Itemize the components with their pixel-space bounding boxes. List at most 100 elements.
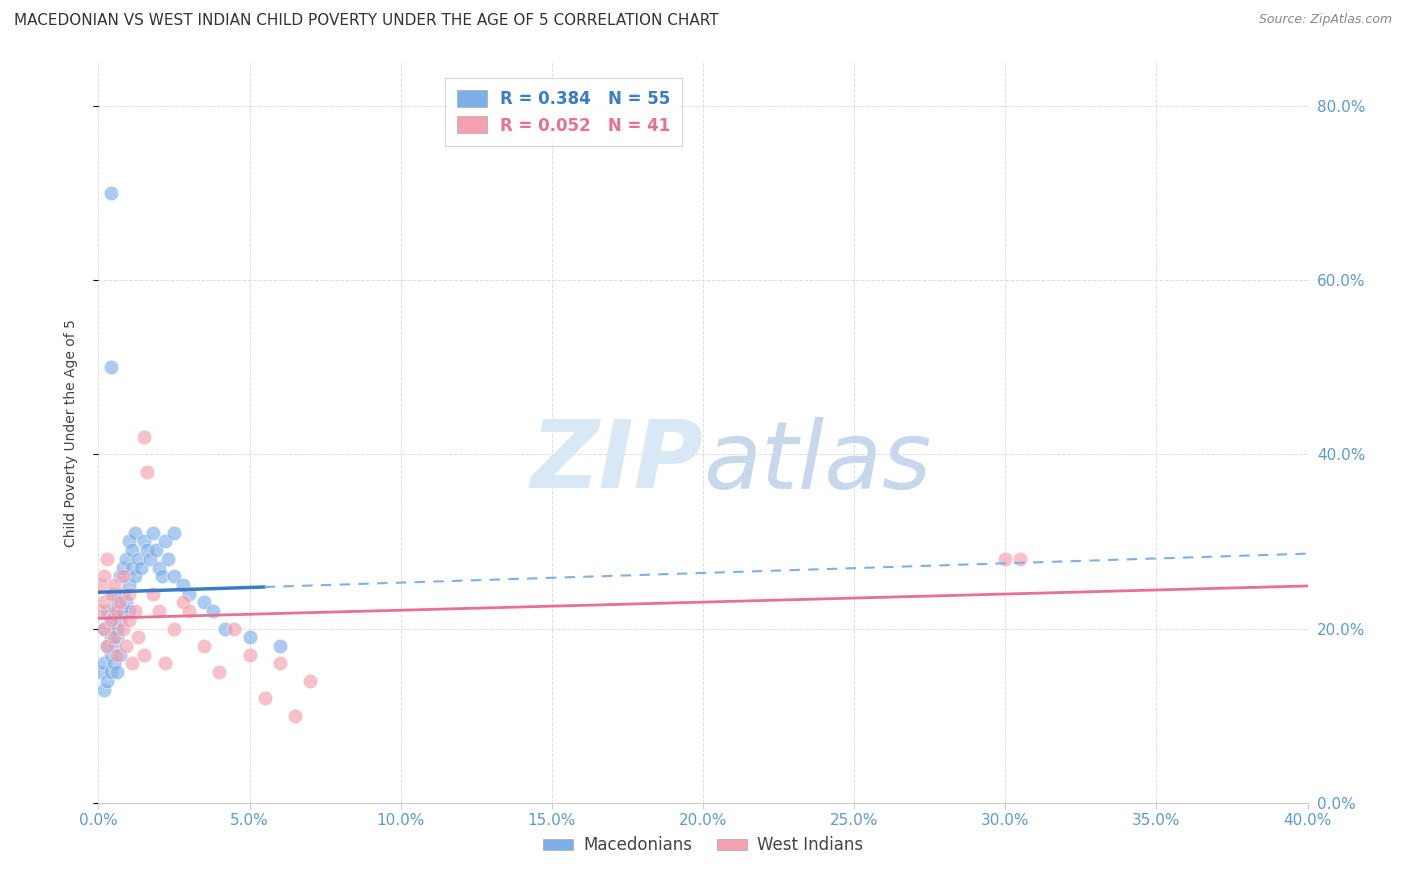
Text: atlas: atlas (703, 417, 931, 508)
Point (135, 465, 157, 479)
Text: Source: ZipAtlas.com: Source: ZipAtlas.com (1258, 13, 1392, 27)
Point (239, 630, 262, 644)
Point (90, 578, 112, 592)
Point (153, 534, 176, 549)
Point (163, 525, 186, 540)
Point (103, 622, 125, 636)
Point (135, 543, 157, 558)
Point (202, 604, 225, 618)
Point (132, 534, 155, 549)
Point (118, 578, 141, 592)
Point (172, 578, 194, 592)
Point (129, 560, 152, 574)
Legend: Macedonians, West Indians: Macedonians, West Indians (536, 830, 870, 861)
Point (100, 630, 122, 644)
Point (150, 569, 173, 583)
Point (139, 552, 162, 566)
Point (193, 639, 215, 653)
Point (121, 560, 143, 574)
Point (100, 613, 122, 627)
Point (148, 604, 170, 618)
Point (93, 682, 115, 697)
Point (124, 525, 146, 540)
Point (111, 587, 134, 601)
Point (103, 657, 125, 671)
Point (156, 552, 179, 566)
Text: ZIP: ZIP (530, 417, 703, 508)
Point (103, 578, 125, 592)
Point (208, 665, 231, 680)
Point (105, 604, 128, 618)
Point (214, 622, 236, 636)
Point (142, 525, 165, 540)
Point (124, 604, 146, 618)
Point (299, 673, 322, 688)
Point (108, 613, 131, 627)
Point (121, 543, 143, 558)
Point (121, 657, 143, 671)
Point (114, 639, 136, 653)
Point (100, 648, 122, 662)
Point (108, 595, 131, 609)
Point (93, 622, 115, 636)
Point (118, 587, 141, 601)
Point (108, 569, 131, 583)
Point (1010, 552, 1032, 566)
Point (127, 552, 149, 566)
Point (90, 604, 112, 618)
Point (114, 552, 136, 566)
Point (100, 186, 122, 200)
Point (224, 622, 246, 636)
Point (96, 552, 118, 566)
Point (93, 595, 115, 609)
Point (114, 595, 136, 609)
Point (132, 648, 155, 662)
Point (269, 639, 291, 653)
Point (253, 691, 276, 706)
Point (118, 604, 141, 618)
Point (100, 665, 122, 680)
Point (100, 613, 122, 627)
Point (153, 657, 176, 671)
Point (145, 543, 167, 558)
Point (96, 604, 118, 618)
Point (148, 560, 170, 574)
Point (179, 587, 201, 601)
Point (96, 639, 118, 653)
Point (284, 708, 307, 723)
Point (93, 569, 115, 583)
Point (111, 560, 134, 574)
Point (103, 604, 125, 618)
Point (269, 657, 291, 671)
Point (93, 657, 115, 671)
Point (90, 665, 112, 680)
Point (103, 587, 125, 601)
Point (103, 639, 125, 653)
Point (132, 430, 155, 444)
Point (127, 630, 149, 644)
Point (108, 648, 131, 662)
Point (124, 569, 146, 583)
Point (105, 648, 128, 662)
Point (172, 595, 194, 609)
Point (96, 639, 118, 653)
Point (142, 587, 165, 601)
Point (105, 630, 128, 644)
Point (111, 569, 134, 583)
Point (118, 613, 141, 627)
Point (111, 604, 134, 618)
Point (93, 622, 115, 636)
Point (100, 587, 122, 601)
Point (118, 534, 141, 549)
Point (179, 604, 201, 618)
Point (105, 595, 128, 609)
Text: MACEDONIAN VS WEST INDIAN CHILD POVERTY UNDER THE AGE OF 5 CORRELATION CHART: MACEDONIAN VS WEST INDIAN CHILD POVERTY … (14, 13, 718, 29)
Point (103, 630, 125, 644)
Point (163, 569, 186, 583)
Point (239, 648, 262, 662)
Point (100, 360, 122, 375)
Point (105, 622, 128, 636)
Point (994, 552, 1017, 566)
Point (193, 595, 215, 609)
Point (111, 622, 134, 636)
